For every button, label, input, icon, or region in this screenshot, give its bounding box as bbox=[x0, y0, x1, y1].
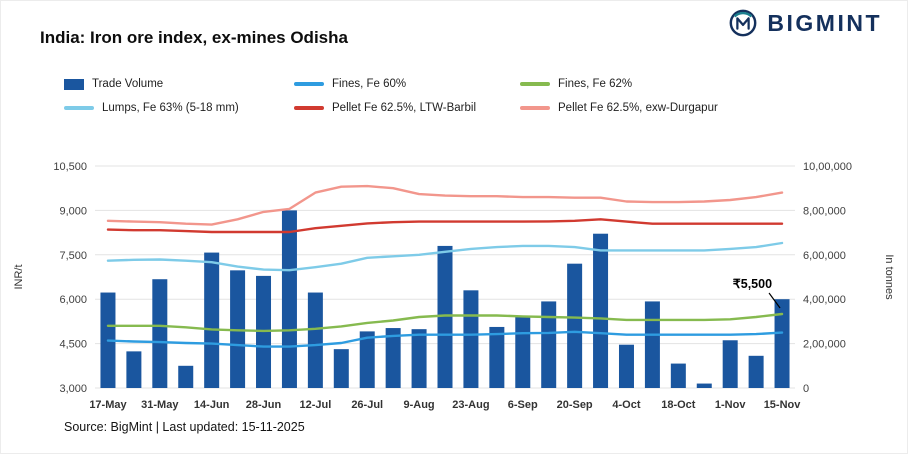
right-axis-title: In tonnes bbox=[883, 254, 895, 300]
x-axis-tick-label: 28-Jun bbox=[246, 399, 282, 411]
line-series bbox=[106, 241, 784, 272]
trade-volume-bar bbox=[593, 233, 609, 388]
legend-label: Trade Volume bbox=[92, 78, 164, 90]
trade-volume-bar bbox=[541, 301, 557, 388]
left-axis-title: INR/t bbox=[13, 264, 25, 289]
bigmint-logo-text: BIGMINT bbox=[767, 9, 882, 36]
lumps-fe63-swatch bbox=[64, 106, 94, 110]
line-series bbox=[106, 184, 784, 226]
x-axis-tick-label: 17-May bbox=[89, 399, 127, 411]
fines-fe60-swatch bbox=[294, 82, 324, 86]
chart-legend: Trade Volume Fines, Fe 60% Fines, Fe 62%… bbox=[64, 78, 820, 114]
iron-ore-index-chart: 3,000 4,500 6,000 7,500 9,000 10,500 0 2,00,000… bbox=[13, 161, 895, 411]
left-axis-tick-label: 9,000 bbox=[59, 205, 87, 217]
legend-item-trade-volume: Trade Volume bbox=[64, 78, 294, 90]
right-axis-tick-label: 0 bbox=[803, 383, 809, 395]
pellet-durgapur-swatch bbox=[520, 106, 550, 110]
legend-label: Pellet Fe 62.5%, exw-Durgapur bbox=[558, 102, 718, 114]
source-note: Source: BigMint | Last updated: 15-11-20… bbox=[64, 420, 305, 434]
x-axis-tick-label: 4-Oct bbox=[612, 399, 640, 411]
trade-volume-bar bbox=[307, 292, 323, 388]
legend-item-pellet-barbil: Pellet Fe 62.5%, LTW-Barbil bbox=[294, 102, 520, 114]
trade-volume-bar bbox=[696, 383, 712, 388]
bigmint-logo-icon bbox=[729, 9, 757, 37]
left-axis-tick-label: 10,500 bbox=[53, 161, 87, 173]
x-axis-tick-label: 18-Oct bbox=[661, 399, 696, 411]
trade-volume-bar bbox=[437, 245, 453, 388]
trade-volume-bar bbox=[618, 344, 634, 388]
legend-label: Pellet Fe 62.5%, LTW-Barbil bbox=[332, 102, 477, 114]
trade-volume-bar bbox=[748, 355, 764, 388]
annotation-leader-line bbox=[768, 292, 781, 309]
fines-fe62-swatch bbox=[520, 82, 550, 86]
x-axis-tick-label: 6-Sep bbox=[508, 399, 538, 411]
line-series bbox=[106, 218, 784, 234]
right-axis-tick-label: 4,00,000 bbox=[803, 294, 846, 306]
left-axis-tick-label: 4,500 bbox=[59, 339, 87, 351]
trade-volume-bar bbox=[463, 290, 479, 388]
right-axis-tick-label: 2,00,000 bbox=[803, 339, 846, 351]
trade-volume-bar bbox=[411, 329, 427, 388]
x-axis-tick-label: 26-Jul bbox=[351, 399, 383, 411]
right-axis-tick-label: 6,00,000 bbox=[803, 250, 846, 262]
x-axis-tick-label: 14-Jun bbox=[194, 399, 230, 411]
legend-item-fines-fe60: Fines, Fe 60% bbox=[294, 78, 520, 90]
x-axis-tick-label: 9-Aug bbox=[403, 399, 434, 411]
trade-volume-bar bbox=[178, 365, 194, 388]
trade-volume-bar bbox=[515, 316, 531, 388]
trade-volume-bar bbox=[644, 301, 660, 388]
line-series bbox=[106, 330, 784, 348]
price-annotation: ₹5,500 bbox=[733, 277, 772, 291]
trade-volume-bar bbox=[152, 279, 168, 388]
trade-volume-bar bbox=[567, 263, 583, 388]
trade-volume-bar bbox=[333, 349, 349, 388]
trade-volume-bar bbox=[774, 299, 790, 388]
bigmint-logo: BIGMINT bbox=[728, 8, 882, 38]
x-axis-tick-label: 31-May bbox=[141, 399, 179, 411]
legend-label: Fines, Fe 62% bbox=[558, 78, 633, 90]
legend-label: Lumps, Fe 63% (5-18 mm) bbox=[102, 102, 239, 114]
trade-volume-bar bbox=[385, 328, 401, 388]
trade-volume-bar bbox=[204, 252, 220, 388]
trade-volume-bar bbox=[670, 363, 686, 388]
left-axis-tick-label: 7,500 bbox=[59, 250, 87, 262]
page-title: India: Iron ore index, ex-mines Odisha bbox=[40, 28, 348, 47]
legend-item-pellet-durgapur: Pellet Fe 62.5%, exw-Durgapur bbox=[520, 102, 820, 114]
line-series bbox=[106, 312, 784, 333]
trade-volume-bar bbox=[359, 331, 375, 388]
left-axis-tick-label: 6,000 bbox=[59, 294, 87, 306]
trade-volume-swatch bbox=[64, 78, 84, 90]
trade-volume-bar bbox=[722, 340, 738, 388]
x-axis-tick-label: 15-Nov bbox=[764, 399, 802, 411]
pellet-barbil-swatch bbox=[294, 106, 324, 110]
legend-item-lumps-fe63: Lumps, Fe 63% (5-18 mm) bbox=[64, 102, 294, 114]
x-axis-tick-label: 20-Sep bbox=[557, 399, 593, 411]
legend-item-fines-fe62: Fines, Fe 62% bbox=[520, 78, 820, 90]
x-axis-tick-label: 1-Nov bbox=[715, 399, 746, 411]
legend-label: Fines, Fe 60% bbox=[332, 78, 407, 90]
left-axis-tick-label: 3,000 bbox=[59, 383, 87, 395]
right-axis-tick-label: 10,00,000 bbox=[803, 161, 852, 173]
trade-volume-bar bbox=[489, 326, 505, 388]
x-axis-tick-label: 23-Aug bbox=[452, 399, 489, 411]
x-axis-tick-label: 12-Jul bbox=[299, 399, 331, 411]
trade-volume-bar bbox=[126, 351, 142, 388]
right-axis-tick-label: 8,00,000 bbox=[803, 205, 846, 217]
trade-volume-bar bbox=[281, 210, 297, 388]
